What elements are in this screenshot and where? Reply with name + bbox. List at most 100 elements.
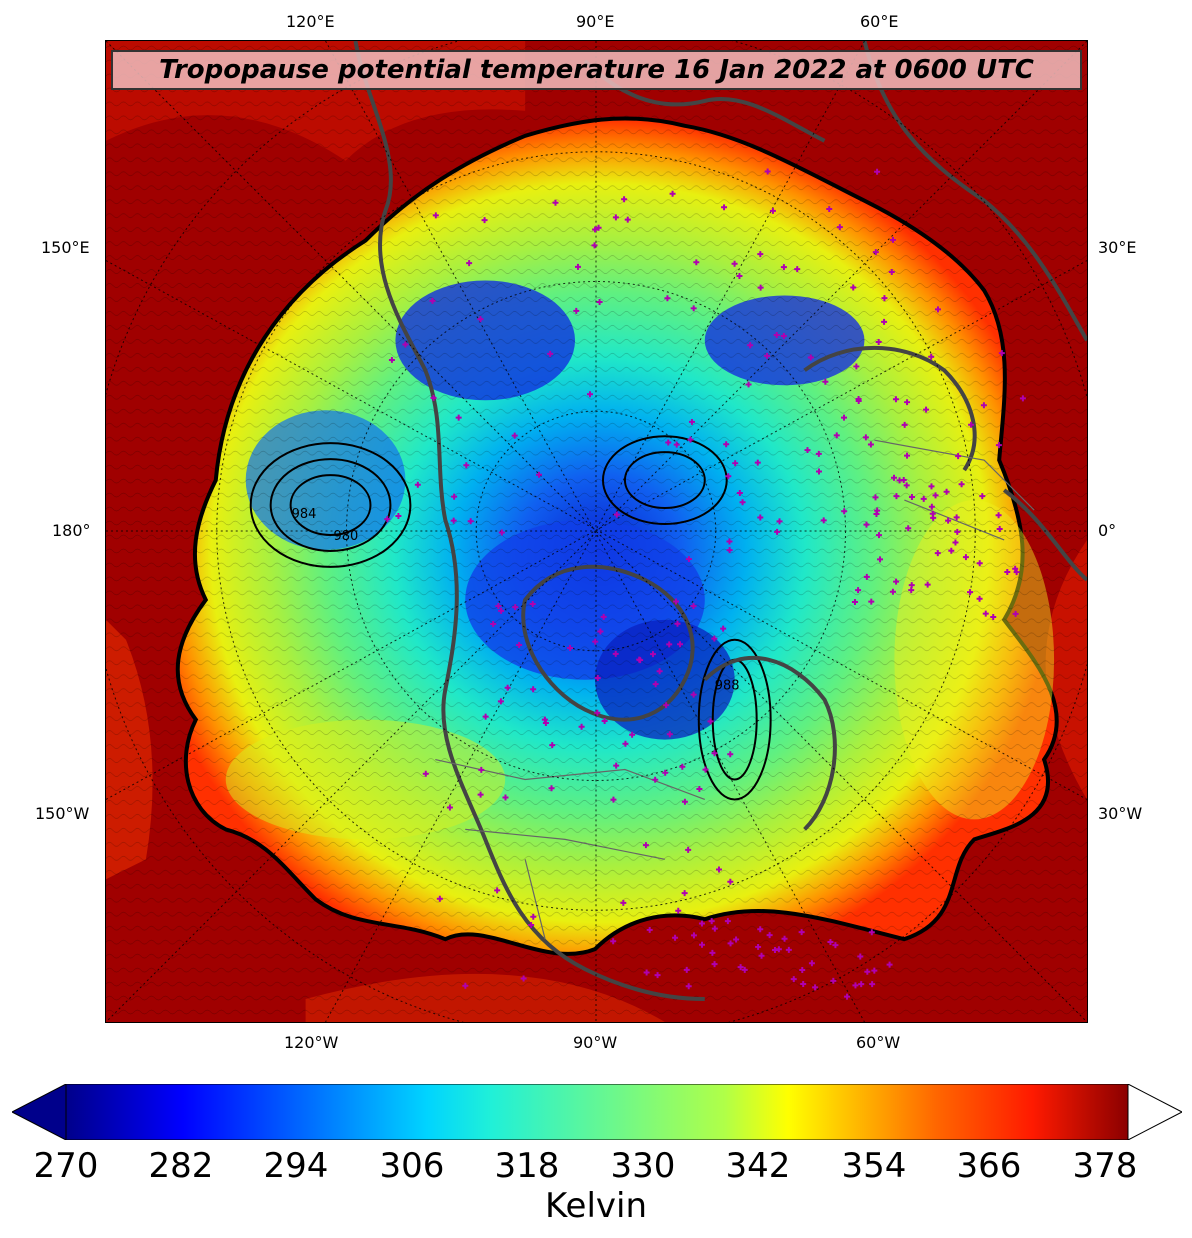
colorbar-label: Kelvin	[544, 1186, 648, 1226]
station-marker	[850, 284, 857, 291]
station-marker	[432, 212, 439, 219]
station-marker	[892, 396, 899, 403]
top-label-120e: 120°E	[286, 12, 335, 31]
station-marker	[662, 769, 669, 776]
station-marker	[889, 588, 896, 595]
station-marker	[815, 468, 822, 475]
station-marker	[841, 508, 848, 515]
station-marker	[724, 918, 731, 925]
station-marker	[800, 981, 807, 988]
station-marker	[596, 299, 603, 306]
station-marker	[652, 776, 659, 783]
right-label-30w: 30°W	[1098, 804, 1143, 823]
station-marker	[395, 513, 402, 520]
station-marker	[552, 199, 559, 206]
station-marker	[462, 982, 469, 989]
station-marker	[769, 207, 776, 214]
station-marker	[612, 650, 619, 657]
station-marker	[665, 439, 672, 446]
station-marker	[675, 907, 682, 914]
station-marker	[908, 582, 915, 589]
station-marker	[799, 966, 806, 973]
station-marker	[504, 684, 511, 691]
station-marker	[891, 474, 897, 481]
title-box: Tropopause potential temperature 16 Jan …	[111, 50, 1082, 90]
station-marker	[673, 598, 680, 605]
station-marker	[908, 587, 915, 594]
station-marker	[867, 441, 874, 448]
station-marker	[758, 952, 765, 959]
station-marker	[996, 526, 1003, 533]
station-marker	[841, 414, 848, 421]
station-marker	[1012, 565, 1019, 572]
left-label-180: 180°	[52, 521, 91, 540]
station-marker	[862, 434, 869, 441]
station-marker	[642, 842, 649, 849]
station-marker	[388, 356, 395, 363]
station-marker	[610, 938, 617, 945]
station-marker	[875, 532, 882, 539]
station-marker	[982, 610, 989, 617]
station-marker	[663, 702, 670, 709]
station-marker	[681, 798, 688, 805]
station-marker	[928, 503, 935, 510]
station-marker	[685, 983, 692, 990]
station-marker	[725, 473, 732, 480]
station-marker	[495, 603, 502, 610]
station-marker	[530, 913, 537, 920]
station-marker	[677, 641, 684, 648]
station-marker	[871, 967, 878, 974]
station-marker	[429, 297, 436, 304]
station-marker	[573, 307, 580, 314]
station-marker	[943, 488, 950, 495]
station-marker	[741, 966, 748, 973]
station-marker	[923, 406, 930, 413]
station-marker	[530, 686, 537, 693]
station-marker	[881, 318, 888, 325]
station-marker	[720, 625, 727, 632]
station-marker	[893, 493, 900, 500]
station-marker	[683, 966, 690, 973]
station-marker	[900, 477, 907, 484]
station-marker	[430, 394, 437, 401]
station-marker	[612, 214, 619, 221]
station-marker	[785, 946, 792, 953]
station-marker	[707, 718, 714, 725]
station-marker	[864, 968, 871, 975]
station-marker	[681, 890, 688, 897]
station-marker	[502, 794, 509, 801]
station-marker	[715, 866, 722, 873]
station-marker	[498, 529, 505, 536]
colorbar	[12, 1084, 1182, 1140]
station-marker	[976, 595, 983, 602]
station-marker	[754, 459, 761, 466]
station-marker	[384, 516, 391, 523]
station-marker	[1012, 610, 1019, 617]
station-marker	[708, 918, 715, 925]
station-marker	[979, 493, 986, 500]
station-marker	[832, 942, 839, 949]
station-marker	[666, 731, 673, 738]
colorbar-min-extend	[12, 1084, 67, 1140]
station-marker	[875, 339, 882, 346]
station-marker	[711, 925, 718, 932]
top-label-90e: 90°E	[576, 12, 615, 31]
station-marker	[511, 432, 518, 439]
station-marker	[652, 681, 659, 688]
station-marker	[723, 441, 730, 448]
station-marker	[736, 273, 743, 280]
station-marker	[494, 887, 501, 894]
station-marker	[855, 587, 862, 594]
station-marker	[451, 493, 458, 500]
station-marker	[822, 378, 829, 385]
station-marker	[536, 471, 543, 478]
colorbar-max-extend	[1127, 1084, 1182, 1140]
station-marker	[685, 556, 692, 563]
station-marker	[481, 217, 488, 224]
station-marker	[731, 260, 738, 267]
station-marker	[690, 691, 697, 698]
bottom-label-90w: 90°W	[573, 1033, 618, 1052]
station-marker	[853, 363, 860, 370]
station-marker	[757, 251, 764, 258]
station-marker	[594, 675, 601, 682]
